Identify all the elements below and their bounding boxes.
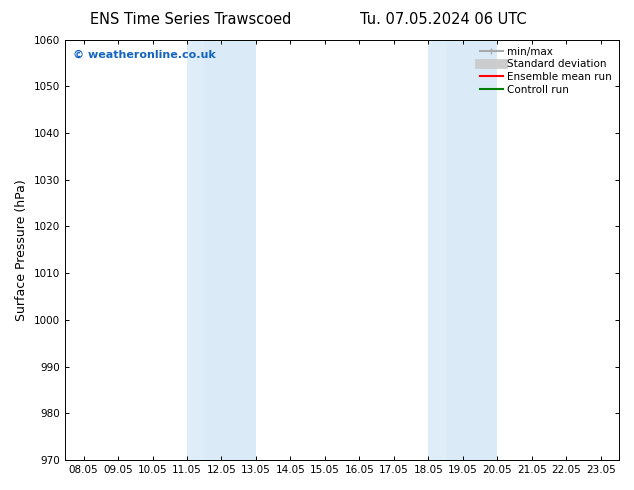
Bar [446, 40, 497, 460]
Bar [187, 40, 204, 460]
Y-axis label: Surface Pressure (hPa): Surface Pressure (hPa) [15, 179, 28, 321]
Legend: min/max, Standard deviation, Ensemble mean run, Controll run: min/max, Standard deviation, Ensemble me… [478, 45, 614, 97]
Text: ENS Time Series Trawscoed: ENS Time Series Trawscoed [89, 12, 291, 27]
Bar [429, 40, 446, 460]
Text: © weatheronline.co.uk: © weatheronline.co.uk [73, 50, 216, 60]
Bar [204, 40, 256, 460]
Text: Tu. 07.05.2024 06 UTC: Tu. 07.05.2024 06 UTC [361, 12, 527, 27]
